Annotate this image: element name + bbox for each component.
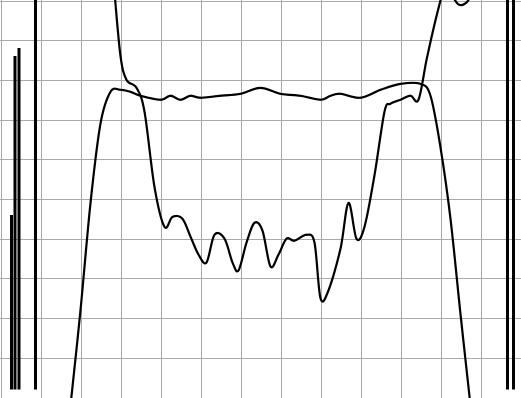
edge-traces xyxy=(10,0,515,390)
series-line-3 xyxy=(453,0,470,7)
series-line-2 xyxy=(114,0,442,303)
curves xyxy=(70,0,471,398)
series-line-1 xyxy=(70,81,471,398)
